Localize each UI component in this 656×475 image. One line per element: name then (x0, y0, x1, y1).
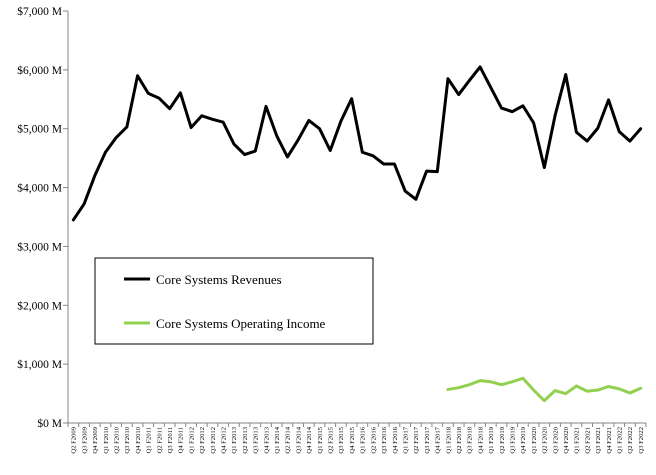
y-tick-label: $7,000 M (17, 5, 62, 18)
x-axis-tick-labels: Q2 F2009 Q3 F2009 Q4 F2009 Q1 F2010 Q2 F2010… (71, 426, 645, 453)
x-tick-label: Q4 F2015 (349, 426, 356, 453)
legend-label-revenues: Core Systems Revenues (156, 272, 282, 287)
series-line-operating-income (446, 376, 643, 403)
x-tick-label: Q4 F2013 (263, 426, 270, 453)
y-axis-tick-marks (63, 10, 68, 424)
x-tick-label: Q3 F2018 (467, 426, 474, 453)
x-tick-label: Q2 F2012 (199, 427, 206, 454)
x-tick-label: Q4 F2017 (435, 426, 442, 453)
x-tick-label: Q1 F2014 (274, 426, 281, 453)
x-tick-label: Q3 F2016 (381, 426, 388, 453)
x-tick-label: Q1 F2017 (402, 426, 409, 453)
x-tick-label: Q3 F2010 (124, 426, 131, 453)
x-tick-label: Q4 F2019 (520, 426, 527, 453)
x-tick-label: Q1 F2018 (445, 426, 452, 453)
x-tick-label: Q4 F2014 (306, 426, 313, 453)
x-tick-label: Q4 F2021 (606, 427, 613, 454)
y-tick-label: $1,000 M (17, 358, 62, 371)
x-tick-label: Q1 F2011 (146, 427, 153, 453)
x-tick-label: Q3 F2013 (253, 426, 260, 453)
series-line-revenues (71, 65, 643, 222)
x-tick-label: Q2 F2022 (627, 427, 634, 454)
x-tick-label: Q2 F2013 (242, 426, 249, 453)
x-tick-label: Q3 F2009 (81, 426, 88, 453)
x-tick-label: Q1 F2013 (231, 426, 238, 453)
x-tick-label: Q1 F2020 (531, 426, 538, 453)
y-axis-tick-labels: $0 M $1,000 M $2,000 M $3,000 M $4,000 M $5,0… (17, 5, 62, 430)
x-tick-label: Q2 F2019 (499, 426, 506, 453)
x-tick-label: Q3 F2020 (552, 426, 559, 453)
legend-box (94, 257, 374, 345)
x-tick-label: Q2 F2014 (285, 426, 292, 453)
y-tick-label: $2,000 M (17, 299, 62, 312)
x-tick-label: Q3 F2015 (338, 426, 345, 453)
y-tick-label: $3,000 M (17, 240, 62, 253)
x-tick-label: Q3 F2014 (295, 426, 302, 453)
x-tick-label: Q1 F2021 (574, 427, 581, 454)
y-tick-label: $4,000 M (17, 182, 62, 195)
x-tick-label: Q3 F2022 (638, 427, 645, 454)
x-tick-label: Q2 F2015 (328, 426, 335, 453)
x-tick-label: Q1 F2016 (360, 426, 367, 453)
x-tick-label: Q4 F2018 (477, 426, 484, 453)
legend: Core Systems Revenues Core Systems Opera… (94, 257, 374, 345)
x-tick-label: Q3 F2021 (595, 427, 602, 454)
y-tick-label: $6,000 M (17, 64, 62, 77)
x-axis-tick-marks (67, 423, 647, 427)
x-tick-label: Q4 F2009 (92, 426, 99, 453)
x-tick-label: Q1 F2022 (617, 427, 624, 454)
x-tick-label: Q1 F2012 (188, 427, 195, 454)
x-tick-label: Q3 F2011 (167, 427, 174, 453)
x-tick-label: Q1 F2010 (103, 426, 110, 453)
x-tick-label: Q4 F2010 (135, 426, 142, 453)
x-tick-label: Q2 F2021 (584, 427, 591, 454)
series-layer (71, 65, 643, 403)
x-tick-label: Q2 F2020 (542, 426, 549, 453)
x-tick-label: Q2 F2010 (113, 426, 120, 453)
x-tick-label: Q3 F2017 (424, 426, 431, 453)
x-tick-label: Q2 F2018 (456, 426, 463, 453)
x-tick-label: Q4 F2016 (392, 426, 399, 453)
x-tick-label: Q3 F2012 (210, 427, 217, 454)
x-tick-label: Q4 F2012 (221, 427, 228, 454)
x-tick-label: Q4 F2011 (178, 427, 185, 453)
x-tick-label: Q2 F2017 (413, 426, 420, 453)
x-tick-label: Q3 F2019 (510, 426, 517, 453)
x-tick-label: Q2 F2009 (71, 426, 78, 453)
x-tick-label: Q1 F2015 (317, 426, 324, 453)
x-tick-label: Q2 F2016 (370, 426, 377, 453)
x-tick-label: Q1 F2019 (488, 426, 495, 453)
x-tick-label: Q2 F2011 (156, 427, 163, 453)
y-tick-label: $5,000 M (17, 123, 62, 136)
legend-label-operating-income: Core Systems Operating Income (156, 316, 326, 331)
y-tick-label: $0 M (37, 417, 62, 430)
x-tick-label: Q4 F2020 (563, 426, 570, 453)
